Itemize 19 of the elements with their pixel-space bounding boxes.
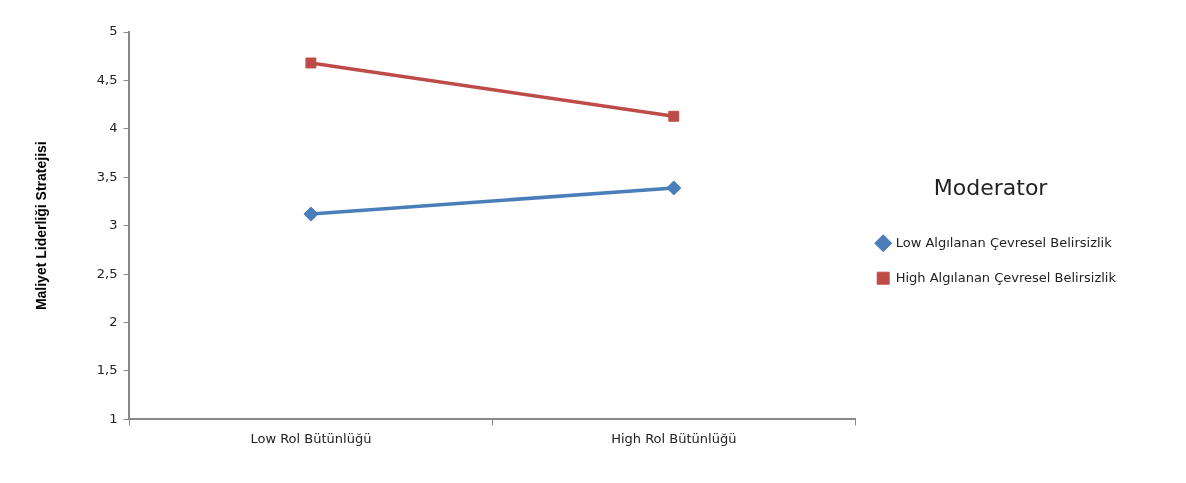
point bbox=[668, 110, 680, 122]
y-tick-label: 2 bbox=[109, 313, 118, 329]
point bbox=[305, 57, 317, 69]
x-tick-label: High Rol Bütünlüğü bbox=[611, 430, 737, 446]
point bbox=[303, 206, 319, 222]
y-tick-label: 1,5 bbox=[96, 362, 118, 378]
y-tick-label: 3 bbox=[109, 217, 118, 233]
legend-title: Moderator bbox=[933, 175, 1049, 201]
legend-label: Low Algılanan Çevresel Belirsizlik bbox=[895, 234, 1113, 250]
y-tick-label: 2,5 bbox=[96, 265, 118, 281]
legend-label: High Algılanan Çevresel Belirsizlik bbox=[895, 269, 1117, 285]
y-tick-label: 4,5 bbox=[96, 71, 118, 87]
x-tick-label: Low Rol Bütünlüğü bbox=[250, 430, 372, 446]
y-tick-label: 1 bbox=[109, 410, 118, 426]
y-tick-label: 5 bbox=[109, 23, 118, 39]
y-tick-label: 4 bbox=[109, 120, 118, 136]
y-tick-label: 3,5 bbox=[96, 168, 118, 184]
y-axis-title: Maliyet Liderliği Stratejisi bbox=[33, 141, 50, 311]
point bbox=[666, 180, 682, 196]
